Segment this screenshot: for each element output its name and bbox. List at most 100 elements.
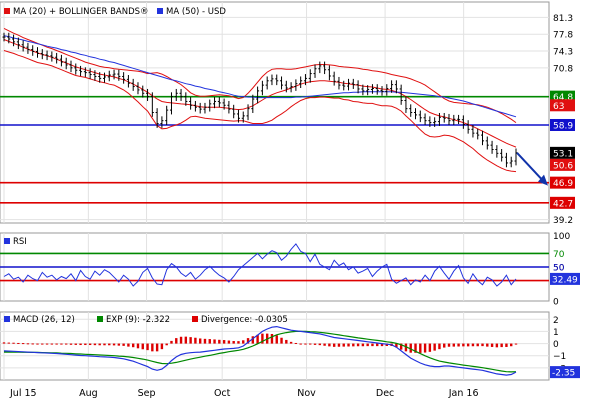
divergence-bar <box>41 343 44 345</box>
divergence-bar <box>232 341 235 344</box>
divergence-bar <box>79 343 82 346</box>
legend-bollinger: MA (20) + BOLLINGER BANDS® <box>13 7 149 17</box>
divergence-bar <box>170 340 173 344</box>
divergence-bar <box>495 343 499 348</box>
rsi-level-label: 70 <box>553 250 565 260</box>
divergence-bar <box>380 343 384 347</box>
divergence-bar <box>356 343 360 347</box>
divergence-bar <box>337 343 341 347</box>
x-tick-label: Jul 15 <box>9 388 37 399</box>
rsi-line <box>3 243 517 287</box>
divergence-bar <box>141 343 144 350</box>
divergence-bar <box>21 343 25 345</box>
divergence-bar <box>17 342 20 344</box>
divergence-bar <box>409 343 412 353</box>
divergence-bar <box>342 343 345 347</box>
divergence-bar <box>423 343 427 353</box>
price-bars <box>2 32 518 168</box>
divergence-bar <box>93 343 97 346</box>
rsi-panel: RSI 10050070503032.49 <box>0 232 580 308</box>
level-tag-support: 46.9 <box>553 179 573 189</box>
macd-tick-label: 0 <box>553 340 559 350</box>
projection-arrowhead <box>538 174 548 186</box>
divergence-bar <box>486 343 489 347</box>
macd-panel: MACD (26, 12) EXP (9): -2.322 Divergence… <box>0 311 580 381</box>
divergence-bar <box>299 343 302 345</box>
divergence-bar <box>323 343 326 346</box>
divergence-bar <box>261 333 264 344</box>
divergence-bar <box>45 343 49 345</box>
level-tag-support: 42.7 <box>553 199 573 209</box>
divergence-bar <box>447 343 451 347</box>
divergence-bar <box>347 343 350 347</box>
divergence-bar <box>443 343 446 348</box>
divergence-bar <box>270 333 274 344</box>
divergence-bar <box>399 343 403 350</box>
x-tick-label: Aug <box>79 388 98 399</box>
divergence-bar <box>237 341 240 344</box>
legend-exp: EXP (9): -2.322 <box>106 315 170 325</box>
divergence-bar <box>428 343 432 352</box>
divergence-bar <box>433 343 436 351</box>
x-tick-label: Dec <box>376 388 394 399</box>
divergence-bar <box>361 343 365 347</box>
price-grid <box>0 2 549 223</box>
divergence-bar <box>203 338 207 344</box>
divergence-bar <box>122 343 125 346</box>
divergence-bar <box>88 343 92 346</box>
divergence-bar <box>227 340 231 344</box>
divergence-bar <box>55 343 58 345</box>
divergence-bar <box>131 343 135 348</box>
divergence-bar <box>184 336 188 344</box>
divergence-bar <box>31 343 34 345</box>
divergence-bar <box>481 343 484 347</box>
divergence-bar <box>179 336 183 344</box>
divergence-bars <box>2 333 518 353</box>
rsi-value-tag-bg <box>550 272 580 285</box>
rsi-tick-label: 50 <box>553 264 565 274</box>
projection-arrow <box>516 152 548 186</box>
bollinger-bands <box>3 27 517 173</box>
price-panel-frame <box>0 1 550 224</box>
divergence-bar <box>36 343 39 345</box>
divergence-bar <box>318 343 322 346</box>
y-tick-label: 70.8 <box>553 64 573 74</box>
macd-tick-label: −1 <box>553 352 566 362</box>
upper-band-line <box>3 27 517 124</box>
divergence-bar <box>112 343 116 346</box>
rsi-series-line <box>3 243 517 287</box>
legend-swatch-macd <box>4 316 10 322</box>
divergence-bar <box>280 337 283 344</box>
macd-value-tag-bg <box>550 366 580 379</box>
divergence-bar <box>366 343 369 347</box>
divergence-bar <box>50 343 54 345</box>
price-axis: 81.3 77.8 74.3 70.8 39.2 64.8 58.9 46.9 42.7 63 53… <box>550 14 575 226</box>
legend-swatch-divergence <box>192 316 198 322</box>
divergence-bar <box>404 343 408 352</box>
divergence-bar <box>457 343 460 347</box>
level-tag-pivot-bg <box>550 118 575 131</box>
x-tick-label: Jan 16 <box>448 388 479 399</box>
x-tick-label: Nov <box>297 388 316 399</box>
divergence-bar <box>294 342 298 344</box>
projection-line <box>516 152 544 182</box>
legend-swatch-rsi <box>4 238 10 244</box>
legend-swatch-ma50 <box>157 8 163 14</box>
price-panel: MA (20) + BOLLINGER BANDS® MA (50) - USD… <box>0 1 575 226</box>
rsi-tick-label: 100 <box>553 232 570 242</box>
legend-divergence: Divergence: -0.0305 <box>201 315 288 325</box>
divergence-bar <box>332 343 336 347</box>
divergence-bar <box>198 338 202 344</box>
level-tag-support-bg <box>550 196 575 209</box>
y-tick-label: 39.2 <box>553 216 573 226</box>
divergence-bar <box>26 343 30 345</box>
divergence-bar <box>108 343 111 346</box>
divergence-bar <box>189 337 192 344</box>
value-tag: 50.6 <box>553 161 573 171</box>
divergence-bar <box>222 340 226 344</box>
divergence-bar <box>136 343 140 349</box>
divergence-bar <box>371 343 374 347</box>
legend-swatch-exp <box>97 316 103 322</box>
level-tag-resistance: 64.8 <box>553 93 573 103</box>
